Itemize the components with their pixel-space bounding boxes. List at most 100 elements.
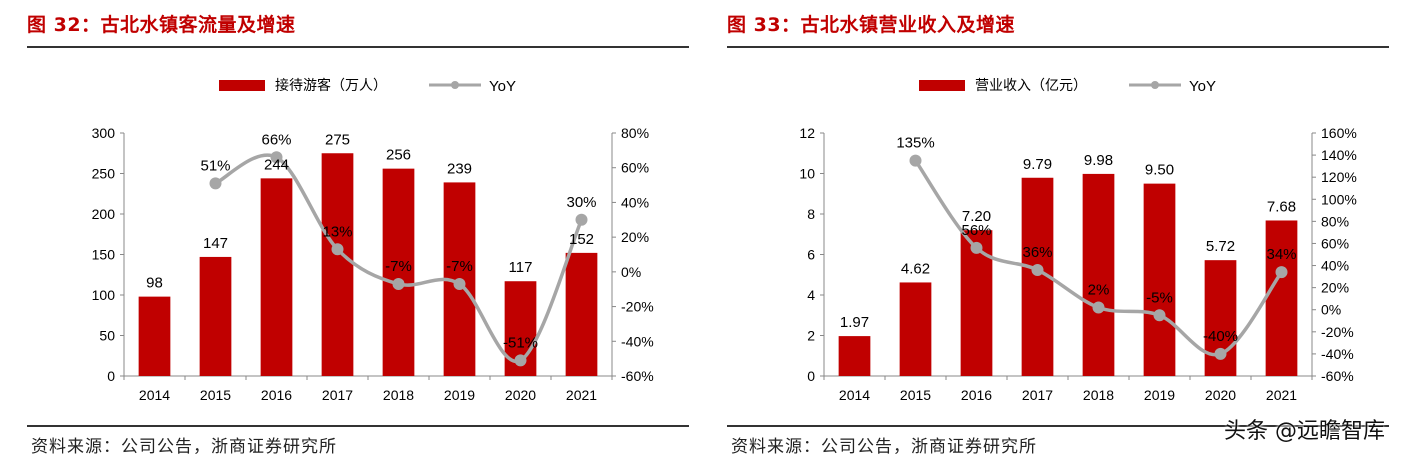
watermark: 头条 @远瞻智库 (1224, 419, 1385, 444)
y-left-tick-label: 8 (807, 206, 815, 222)
yoy-point-2017 (1031, 263, 1044, 276)
legend-line-marker (1151, 81, 1159, 89)
y-left-tick-label: 250 (92, 166, 116, 182)
y-left-tick-label: 150 (92, 247, 116, 263)
y-right-tick-label: 20% (1321, 280, 1349, 296)
y-right-tick-label: 160% (1321, 125, 1357, 141)
title-divider (727, 46, 1389, 48)
y-right-tick-label: -40% (621, 333, 654, 349)
x-tick-label: 2016 (961, 387, 992, 403)
y-right-tick-label: -20% (1321, 324, 1354, 340)
y-left-tick-label: 50 (99, 328, 115, 344)
legend-bar-label: 接待游客（万人） (275, 77, 387, 93)
yoy-value-label: 51% (200, 157, 230, 174)
bar-2021 (1265, 220, 1298, 376)
x-tick-label: 2018 (1083, 387, 1114, 403)
legend-line-label: YoY (1189, 78, 1216, 95)
yoy-point-2019 (1153, 309, 1166, 322)
y-left-tick-label: 100 (92, 287, 116, 303)
title-divider (27, 46, 689, 48)
bar-2016 (260, 178, 293, 376)
bar-value-label: 239 (447, 160, 472, 177)
y-left-tick-label: 4 (807, 287, 815, 303)
yoy-value-label: -51% (503, 334, 538, 351)
y-right-tick-label: 0% (1321, 302, 1341, 318)
bar-value-label: 9.98 (1084, 152, 1113, 169)
legend-line-label: YoY (489, 78, 516, 95)
y-right-tick-label: 20% (621, 229, 649, 245)
x-tick-label: 2014 (139, 387, 170, 403)
x-tick-label: 2017 (1022, 387, 1053, 403)
x-tick-label: 2016 (261, 387, 292, 403)
source-divider (727, 425, 1389, 427)
y-left-tick-label: 200 (92, 206, 116, 222)
yoy-point-2018 (1092, 301, 1105, 314)
visitor-chart: 接待游客（万人） YoY 0 50 100 150 200 250 300 -60% -40% -20… (92, 77, 654, 403)
yoy-value-label: -40% (1203, 328, 1238, 345)
bar-value-label: 98 (146, 275, 163, 292)
yoy-value-label: 135% (896, 135, 934, 152)
y-left-tick-label: 0 (107, 368, 115, 384)
source-note: 资料来源：公司公告，浙商证券研究所 (731, 437, 1037, 457)
yoy-value-label: -7% (446, 258, 473, 275)
yoy-value-label: 2% (1088, 282, 1110, 299)
bar-value-label: 4.62 (901, 260, 930, 277)
yoy-point-2020 (514, 354, 527, 367)
y-left-tick-label: 2 (807, 328, 815, 344)
yoy-value-label: 36% (1022, 244, 1052, 261)
x-tick-label: 2015 (900, 387, 931, 403)
bar-value-label: 9.50 (1145, 162, 1174, 179)
yoy-point-2016 (270, 151, 283, 164)
yoy-point-2015 (209, 177, 222, 190)
bar-value-label: 256 (386, 147, 411, 164)
x-tick-label: 2019 (1144, 387, 1175, 403)
source-note: 资料来源：公司公告，浙商证券研究所 (31, 437, 337, 457)
y-right-tick-label: -60% (621, 368, 654, 384)
revenue-chart: 营业收入（亿元） YoY 0 2 4 6 8 10 12 -60% -40% -20% 0% 20% 40%… (799, 77, 1357, 403)
legend-bar-label: 营业收入（亿元） (975, 77, 1087, 93)
x-tick-label: 2018 (383, 387, 414, 403)
x-tick-label: 2019 (444, 387, 475, 403)
figure-title: 图 32：古北水镇客流量及增速 (27, 14, 296, 36)
yoy-point-2016 (970, 241, 983, 254)
bar-value-label: 7.20 (962, 208, 991, 225)
bar-2014 (838, 336, 871, 376)
legend-bar-swatch (219, 80, 265, 91)
yoy-value-label: -7% (385, 258, 412, 275)
yoy-point-2015 (909, 154, 922, 167)
x-tick-label: 2021 (1266, 387, 1297, 403)
yoy-value-label: 66% (261, 131, 291, 148)
yoy-value-label: 30% (566, 194, 596, 211)
bar-value-label: 7.68 (1267, 198, 1296, 215)
yoy-value-label: 13% (322, 223, 352, 240)
legend-line-marker (451, 81, 459, 89)
bar-2018 (1082, 173, 1115, 376)
y-right-tick-label: 120% (1321, 169, 1357, 185)
y-left-tick-label: 300 (92, 125, 116, 141)
yoy-value-label: -5% (1146, 289, 1173, 306)
bar-value-label: 152 (569, 231, 594, 248)
bar-2015 (199, 256, 232, 376)
figure-title: 图 33：古北水镇营业收入及增速 (727, 14, 1016, 36)
figure-33-panel: 图 33：古北水镇营业收入及增速 营业收入（亿元） YoY 0 2 4 6 8 10 12 -60… (727, 0, 1389, 467)
x-tick-label: 2014 (839, 387, 870, 403)
y-left-tick-label: 10 (799, 166, 815, 182)
yoy-value-label: 34% (1266, 246, 1296, 263)
yoy-point-2021 (1275, 266, 1288, 279)
x-tick-label: 2017 (322, 387, 353, 403)
y-left-tick-label: 0 (807, 368, 815, 384)
bar-2014 (138, 296, 171, 376)
yoy-point-2017 (331, 243, 344, 256)
y-right-tick-label: -20% (621, 299, 654, 315)
y-right-tick-label: 80% (621, 125, 649, 141)
bar-2019 (1143, 183, 1176, 376)
y-right-tick-label: -60% (1321, 368, 1354, 384)
yoy-point-2020 (1214, 347, 1227, 360)
bar-value-label: 9.79 (1023, 156, 1052, 173)
source-divider (27, 425, 689, 427)
bar-2021 (565, 252, 598, 376)
y-right-tick-label: 100% (1321, 191, 1357, 207)
yoy-point-2021 (575, 213, 588, 226)
bar-2015 (899, 282, 932, 376)
bar-value-label: 244 (264, 156, 289, 173)
